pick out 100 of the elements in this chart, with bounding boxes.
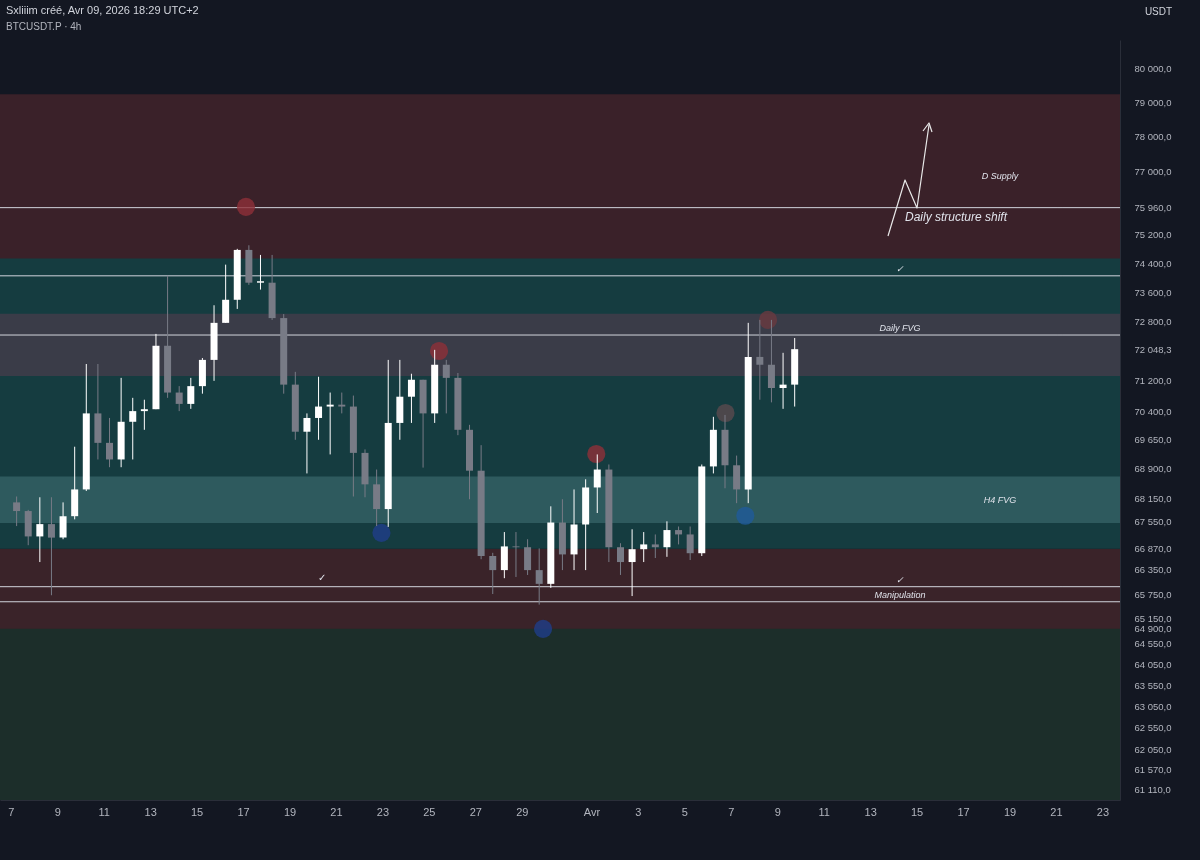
candlestick: [640, 531, 648, 563]
annotation: ✓: [318, 572, 326, 583]
candlestick: [616, 542, 624, 576]
x-tick-label: 19: [1003, 805, 1017, 818]
y-tick-label: 65 750,0: [1134, 588, 1172, 600]
y-tick-label: 64 550,0: [1134, 637, 1172, 649]
candlestick: [500, 531, 508, 579]
point: [533, 619, 553, 638]
candlestick: [36, 496, 44, 563]
y-tick-label: 63 050,0: [1134, 700, 1172, 712]
y-tick-label: 64 900,0: [1134, 623, 1172, 635]
ref-line-label: Daily FVG: [879, 323, 921, 334]
y-tick-label: 72 800,0: [1134, 315, 1172, 327]
ref-line-label: ✓: [896, 263, 904, 274]
x-tick-label: 25: [423, 805, 436, 818]
point: [587, 444, 606, 464]
candlestick: [338, 392, 346, 414]
candlestick: [767, 319, 775, 403]
candlestick: [663, 520, 671, 558]
y-tick-label: 66 350,0: [1134, 564, 1172, 576]
ref-line-label: Manipulation: [874, 589, 926, 600]
candlestick: [326, 392, 334, 455]
candlestick: [303, 412, 311, 474]
x-tick-label: 11: [98, 805, 110, 818]
ref-line-label: Daily structure shift: [905, 209, 1008, 224]
x-tick-label: 9: [54, 805, 61, 818]
band-label: H4 FVG: [983, 494, 1017, 505]
y-tick-label: 68 150,0: [1134, 492, 1172, 504]
point: [236, 197, 256, 217]
point: [429, 341, 449, 361]
x-tick-label: 23: [376, 805, 390, 818]
y-tick-label: 64 050,0: [1134, 658, 1172, 670]
y-tick-label: 71 200,0: [1134, 375, 1172, 387]
y-tick-label: 79 000,0: [1134, 97, 1172, 109]
y-tick-label: 75 200,0: [1134, 229, 1172, 241]
y-tick-label: 61 110,0: [1134, 784, 1171, 796]
y-tick-label: 80 000,0: [1134, 63, 1172, 75]
y-tick-label: 67 550,0: [1134, 516, 1172, 528]
x-tick-label: 29: [516, 805, 529, 818]
candlestick: [512, 531, 520, 578]
y-tick-label: 62 550,0: [1134, 722, 1172, 734]
x-tick-label: 27: [469, 805, 482, 818]
point: [716, 403, 735, 423]
candlestick: [106, 417, 114, 468]
candlestick: [59, 501, 67, 540]
y-tick-label: 66 870,0: [1134, 543, 1172, 555]
candlestick: [686, 525, 694, 561]
y-tick-label: 74 400,0: [1134, 257, 1172, 269]
x-tick-label: 9: [774, 805, 781, 818]
candlestick: [222, 264, 230, 324]
y-tick-label: 70 400,0: [1134, 405, 1172, 417]
y-tick-label: 61 570,0: [1134, 764, 1172, 776]
x-tick-label: 7: [8, 805, 15, 818]
chart-subtitle: Sxliiim créé, Avr 09, 2026 18:29 UTC+2: [6, 4, 199, 16]
point: [372, 523, 391, 542]
candlestick: [187, 377, 195, 410]
x-tick-label: 5: [681, 805, 688, 818]
candlestick: [593, 453, 601, 514]
candlestick: [13, 495, 21, 527]
y-tick-label: 65 150,0: [1134, 613, 1172, 625]
y-axis-title: USDT: [1144, 5, 1173, 17]
y-tick-label: 73 600,0: [1134, 286, 1172, 298]
candlestick: [256, 254, 264, 291]
x-tick-label: 15: [910, 805, 924, 818]
x-tick-label: 11: [818, 805, 830, 818]
candlestick: [535, 547, 543, 606]
x-tick-label: 13: [864, 805, 877, 818]
y-tick-label: 78 000,0: [1134, 131, 1172, 143]
y-tick-label: 72 048,3: [1134, 343, 1172, 355]
candlestick: [651, 533, 659, 559]
x-tick-label: 13: [144, 805, 157, 818]
y-tick-label: 69 650,0: [1134, 434, 1172, 446]
x-tick-label: 19: [283, 805, 297, 818]
y-tick-label: 63 550,0: [1134, 679, 1172, 691]
x-tick-label: 17: [237, 805, 250, 818]
candlestick: [175, 385, 183, 412]
candlestick: [524, 538, 532, 576]
y-tick-label: 77 000,0: [1134, 165, 1172, 177]
point: [758, 310, 778, 329]
y-tick-label: 62 050,0: [1134, 743, 1172, 755]
band-label: D Supply: [981, 171, 1019, 182]
point: [736, 506, 755, 525]
candlestick: [628, 528, 636, 597]
candlestick: [47, 496, 55, 596]
candlestick: [442, 359, 450, 414]
candlestick: [140, 399, 148, 431]
x-tick-label: Avr: [583, 805, 601, 818]
candlestick: [489, 552, 497, 595]
x-tick-label: 23: [1096, 805, 1110, 818]
x-tick-label: 3: [635, 805, 642, 818]
candlestick: [315, 376, 323, 441]
x-tick-label: 7: [728, 805, 735, 818]
candlestick: [756, 319, 764, 401]
candlestick: [129, 397, 137, 460]
candlestick: [407, 373, 415, 424]
ref-line-label: ✓: [896, 574, 904, 585]
x-tick-label: 17: [957, 805, 970, 818]
x-tick-label: 15: [190, 805, 204, 818]
chart-title: BTCUSDT.P · 4h: [6, 21, 82, 32]
y-tick-label: 68 900,0: [1134, 463, 1172, 475]
